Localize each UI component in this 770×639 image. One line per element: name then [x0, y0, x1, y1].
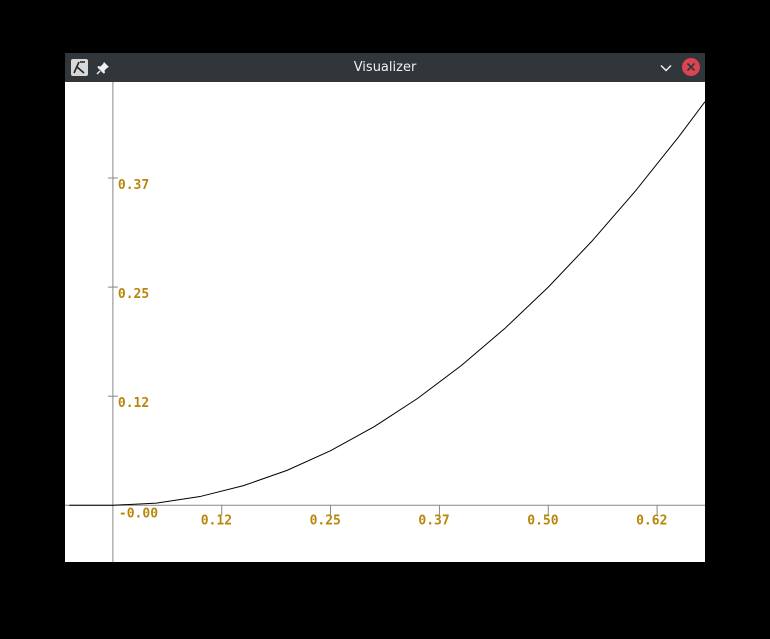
plot-canvas: -0.00 0.12 0.25 0.37 0.50 0.62 0.12 0.25 0.37 [65, 82, 705, 562]
x-tick-label: -0.00 [119, 506, 158, 521]
pin-icon[interactable] [96, 60, 110, 75]
x-tick-label: 0.62 [636, 513, 667, 528]
titlebar[interactable]: Visualizer [65, 53, 705, 82]
data-curve [69, 101, 705, 506]
x-tick-label: 0.25 [310, 513, 341, 528]
app-logo-icon[interactable] [71, 59, 88, 76]
x-tick-label: 0.50 [527, 513, 558, 528]
window-title: Visualizer [353, 60, 417, 75]
y-tick-label: 0.25 [118, 287, 149, 302]
x-tick-label: 0.37 [418, 513, 449, 528]
visualizer-window: Visualizer -0.00 0.12 0.25 0.37 0.50 0.62 0.12… [65, 53, 705, 562]
y-tick-label: 0.12 [118, 396, 149, 411]
y-tick-label: 0.37 [118, 178, 149, 193]
chevron-down-icon[interactable] [659, 60, 673, 74]
x-tick-label: 0.12 [201, 513, 232, 528]
close-icon[interactable] [682, 58, 700, 76]
